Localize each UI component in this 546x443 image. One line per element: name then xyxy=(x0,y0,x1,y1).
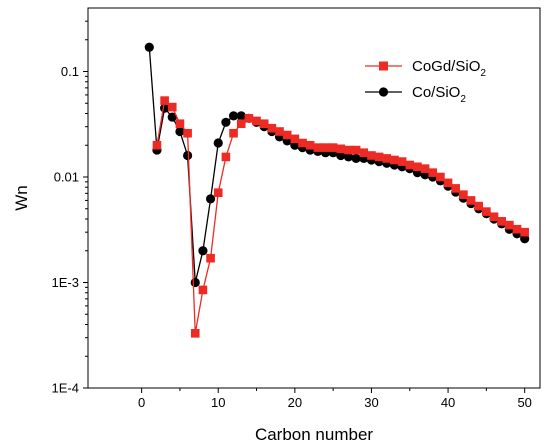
data-point xyxy=(229,128,238,138)
data-point xyxy=(405,160,415,170)
data-point xyxy=(367,151,376,160)
data-point xyxy=(298,138,307,148)
data-point xyxy=(428,168,438,177)
y-tick-label: 1E-4 xyxy=(52,381,79,396)
data-point xyxy=(451,184,461,193)
data-point xyxy=(336,144,346,154)
data-point xyxy=(397,157,407,166)
data-point xyxy=(336,150,346,161)
data-point xyxy=(152,140,162,150)
data-point xyxy=(213,188,223,198)
data-point xyxy=(374,152,384,162)
series-line xyxy=(156,99,525,334)
data-point xyxy=(344,145,353,155)
x-tick-label: 50 xyxy=(517,395,531,410)
data-point xyxy=(275,127,284,136)
data-point xyxy=(160,96,169,105)
y-axis-label: Wn xyxy=(12,185,31,211)
x-tick-label: 10 xyxy=(211,395,225,410)
data-point xyxy=(459,190,468,199)
data-point xyxy=(167,112,177,122)
data-point xyxy=(221,152,231,162)
data-point xyxy=(313,143,323,152)
data-point xyxy=(382,154,392,163)
data-point xyxy=(144,42,154,52)
data-point xyxy=(413,162,422,172)
x-axis-label: Carbon number xyxy=(255,425,373,443)
x-tick-label: 40 xyxy=(441,395,455,410)
data-point xyxy=(190,328,200,338)
x-tick-label: 30 xyxy=(364,395,378,410)
data-point xyxy=(520,227,529,237)
data-point xyxy=(252,116,261,126)
data-point xyxy=(167,102,177,112)
y-tick-label: 0.01 xyxy=(54,170,79,185)
data-point xyxy=(489,212,499,222)
data-point xyxy=(190,277,200,288)
data-point xyxy=(497,217,506,226)
data-point xyxy=(244,114,254,123)
x-tick-label: 0 xyxy=(138,395,145,410)
y-tick-label: 1E-3 xyxy=(52,275,79,290)
series-layer xyxy=(144,42,530,338)
data-point xyxy=(305,140,315,150)
data-point xyxy=(236,111,246,121)
x-tick-label: 20 xyxy=(288,395,302,410)
data-point xyxy=(351,153,361,164)
legend: CoGd/SiO2 Co/SiO2 xyxy=(365,58,486,105)
data-point xyxy=(351,145,361,155)
legend-label-cogd: CoGd/SiO2 xyxy=(412,58,486,79)
data-point xyxy=(282,130,292,140)
data-point xyxy=(198,285,208,295)
data-point xyxy=(505,220,514,230)
data-point xyxy=(474,201,484,211)
data-point xyxy=(236,119,246,129)
data-point xyxy=(390,155,399,165)
data-point xyxy=(420,164,430,173)
data-point xyxy=(343,152,354,162)
data-point xyxy=(205,194,216,204)
legend-label-co: Co/SiO2 xyxy=(412,84,466,105)
data-point xyxy=(466,196,476,205)
data-point xyxy=(267,123,277,133)
data-point xyxy=(443,178,453,188)
data-point xyxy=(213,138,223,148)
axis-ticks: 0 10 20 30 40 50 1E-4 1E-3 0.01 0.1 xyxy=(52,20,532,410)
data-point xyxy=(436,172,445,182)
legend-marker-cogd xyxy=(379,61,388,71)
data-point xyxy=(328,143,338,152)
data-point xyxy=(182,150,193,161)
data-point xyxy=(198,246,208,256)
data-point xyxy=(482,207,491,216)
data-point xyxy=(359,148,369,157)
legend-marker-co xyxy=(378,87,389,97)
data-point xyxy=(221,117,231,127)
data-point xyxy=(290,134,300,144)
data-point xyxy=(228,111,239,121)
data-point xyxy=(321,143,330,152)
data-point xyxy=(259,119,269,129)
plot-frame xyxy=(87,7,541,389)
y-tick-label: 0.1 xyxy=(61,64,79,79)
data-point xyxy=(512,224,522,234)
data-point xyxy=(206,253,215,263)
data-point xyxy=(183,128,192,138)
data-point xyxy=(175,126,185,137)
data-point xyxy=(175,119,185,129)
